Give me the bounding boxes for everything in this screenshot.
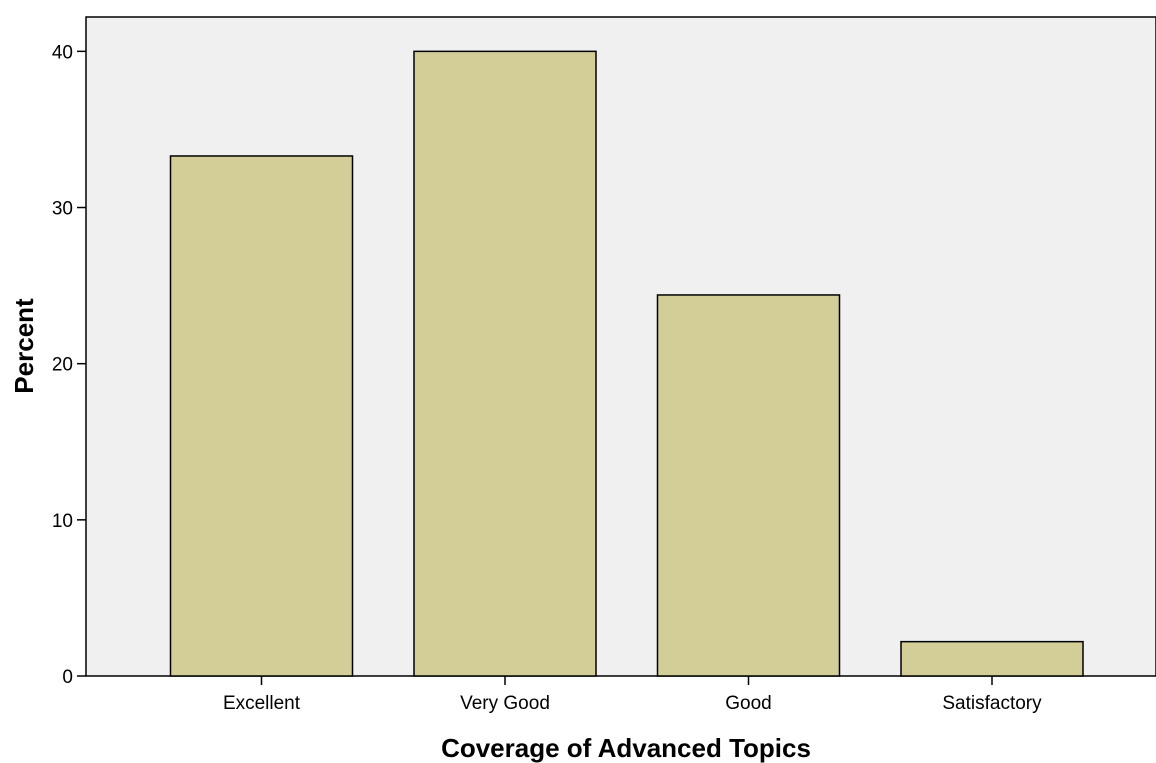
x-tick-label: Excellent xyxy=(223,693,301,714)
y-tick-label: 20 xyxy=(52,355,73,376)
y-tick-label: 10 xyxy=(52,511,73,532)
bar-good xyxy=(656,294,841,677)
x-tick-label: Satisfactory xyxy=(942,693,1042,714)
y-tick-label: 0 xyxy=(62,667,73,688)
x-axis: Excellent Very Good Good Satisfactory xyxy=(223,676,1042,714)
y-tick-label: 40 xyxy=(52,42,73,63)
x-tick-label: Good xyxy=(725,693,771,714)
y-axis-title: Percent xyxy=(9,298,39,394)
y-axis: 0 10 20 30 40 xyxy=(52,42,86,688)
bar-satisfactory xyxy=(900,640,1084,677)
y-tick-label: 30 xyxy=(52,199,73,220)
bar-very-good xyxy=(413,50,597,677)
bar-excellent xyxy=(169,155,354,677)
x-axis-title: Coverage of Advanced Topics xyxy=(441,733,811,763)
x-tick-label: Very Good xyxy=(460,693,550,714)
